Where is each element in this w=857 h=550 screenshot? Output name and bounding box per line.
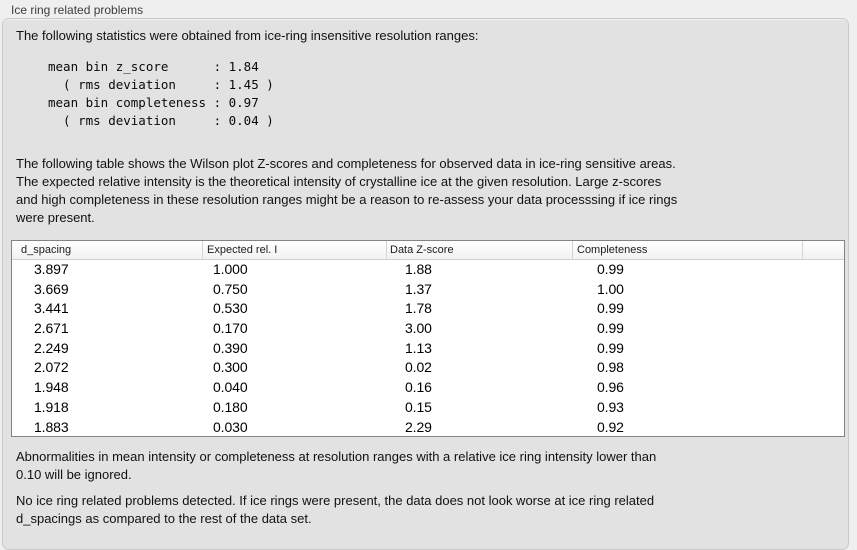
table-cell: 0.180 — [213, 398, 248, 415]
table-cell: 3.00 — [405, 320, 432, 337]
table-cell: 1.000 — [213, 261, 248, 277]
column-header-completeness[interactable]: Completeness — [573, 241, 803, 259]
table-cell: 0.750 — [213, 280, 248, 297]
table-cell: 1.13 — [405, 339, 432, 356]
column-header-spacer — [803, 241, 844, 259]
table-header-row: d_spacing Expected rel. I Data Z-score Comp… — [12, 241, 844, 260]
table-cell: 0.030 — [213, 418, 248, 435]
table-cell: 0.99 — [597, 261, 624, 277]
table-cell: 3.441 — [34, 300, 69, 317]
table-row[interactable]: 2.072 0.300 0.02 0.98 — [12, 358, 844, 379]
table-row[interactable]: 3.441 0.530 1.78 0.99 — [12, 299, 844, 320]
statistics-block: mean bin z_score : 1.84 ( rms deviation … — [48, 59, 274, 128]
table-cell: 0.92 — [597, 418, 624, 435]
table-cell: 0.300 — [213, 359, 248, 376]
table-cell: 0.96 — [597, 379, 624, 396]
table-cell: 0.93 — [597, 398, 624, 415]
column-header-data-z-score[interactable]: Data Z-score — [387, 241, 573, 259]
table-cell: 0.02 — [405, 359, 432, 376]
column-header-d-spacing[interactable]: d_spacing — [12, 241, 203, 259]
table-cell: 0.170 — [213, 320, 248, 337]
table-row[interactable]: 3.897 1.000 1.88 0.99 — [12, 260, 844, 280]
table-row[interactable]: 1.918 0.180 0.15 0.93 — [12, 397, 844, 418]
table-cell: 0.99 — [597, 320, 624, 337]
table-cell: 1.78 — [405, 300, 432, 317]
intro-text: The following statistics were obtained f… — [16, 28, 479, 43]
table-cell: 0.390 — [213, 339, 248, 356]
table-row[interactable]: 3.669 0.750 1.37 1.00 — [12, 279, 844, 300]
description-text: The following table shows the Wilson plo… — [16, 156, 678, 225]
table-cell: 1.948 — [34, 379, 69, 396]
table-cell: 1.88 — [405, 261, 432, 277]
column-header-expected-rel-i[interactable]: Expected rel. I — [203, 241, 387, 259]
conclusion-text: No ice ring related problems detected. I… — [16, 493, 655, 526]
ice-ring-groupbox: The following statistics were obtained f… — [2, 18, 849, 550]
table-row[interactable]: 2.671 0.170 3.00 0.99 — [12, 319, 844, 339]
table-body: 3.897 1.000 1.88 0.99 3.669 0.750 1.37 1.00 3.44… — [12, 260, 844, 436]
table-cell: 0.99 — [597, 300, 624, 317]
ice-ring-table: d_spacing Expected rel. I Data Z-score Comp… — [11, 240, 845, 437]
table-cell: 3.897 — [34, 261, 69, 277]
table-row[interactable]: 2.249 0.390 1.13 0.99 — [12, 338, 844, 359]
table-cell: 0.99 — [597, 339, 624, 356]
table-cell: 0.16 — [405, 379, 432, 396]
table-cell: 2.249 — [34, 339, 69, 356]
table-cell: 1.918 — [34, 398, 69, 415]
table-cell: 1.37 — [405, 280, 432, 297]
table-cell: 0.040 — [213, 379, 248, 396]
table-cell: 3.669 — [34, 280, 69, 297]
panel-title: Ice ring related problems — [11, 3, 144, 17]
table-cell: 0.15 — [405, 398, 432, 415]
table-row[interactable]: 1.948 0.040 0.16 0.96 — [12, 378, 844, 398]
table-cell: 0.98 — [597, 359, 624, 376]
table-cell: 1.00 — [597, 280, 624, 297]
table-cell: 0.530 — [213, 300, 248, 317]
table-cell: 2.671 — [34, 320, 69, 337]
table-cell: 2.072 — [34, 359, 69, 376]
note-text: Abnormalities in mean intensity or compl… — [16, 449, 657, 482]
table-cell: 2.29 — [405, 418, 432, 435]
table-row[interactable]: 1.883 0.030 2.29 0.92 — [12, 417, 844, 436]
table-cell: 1.883 — [34, 418, 69, 435]
